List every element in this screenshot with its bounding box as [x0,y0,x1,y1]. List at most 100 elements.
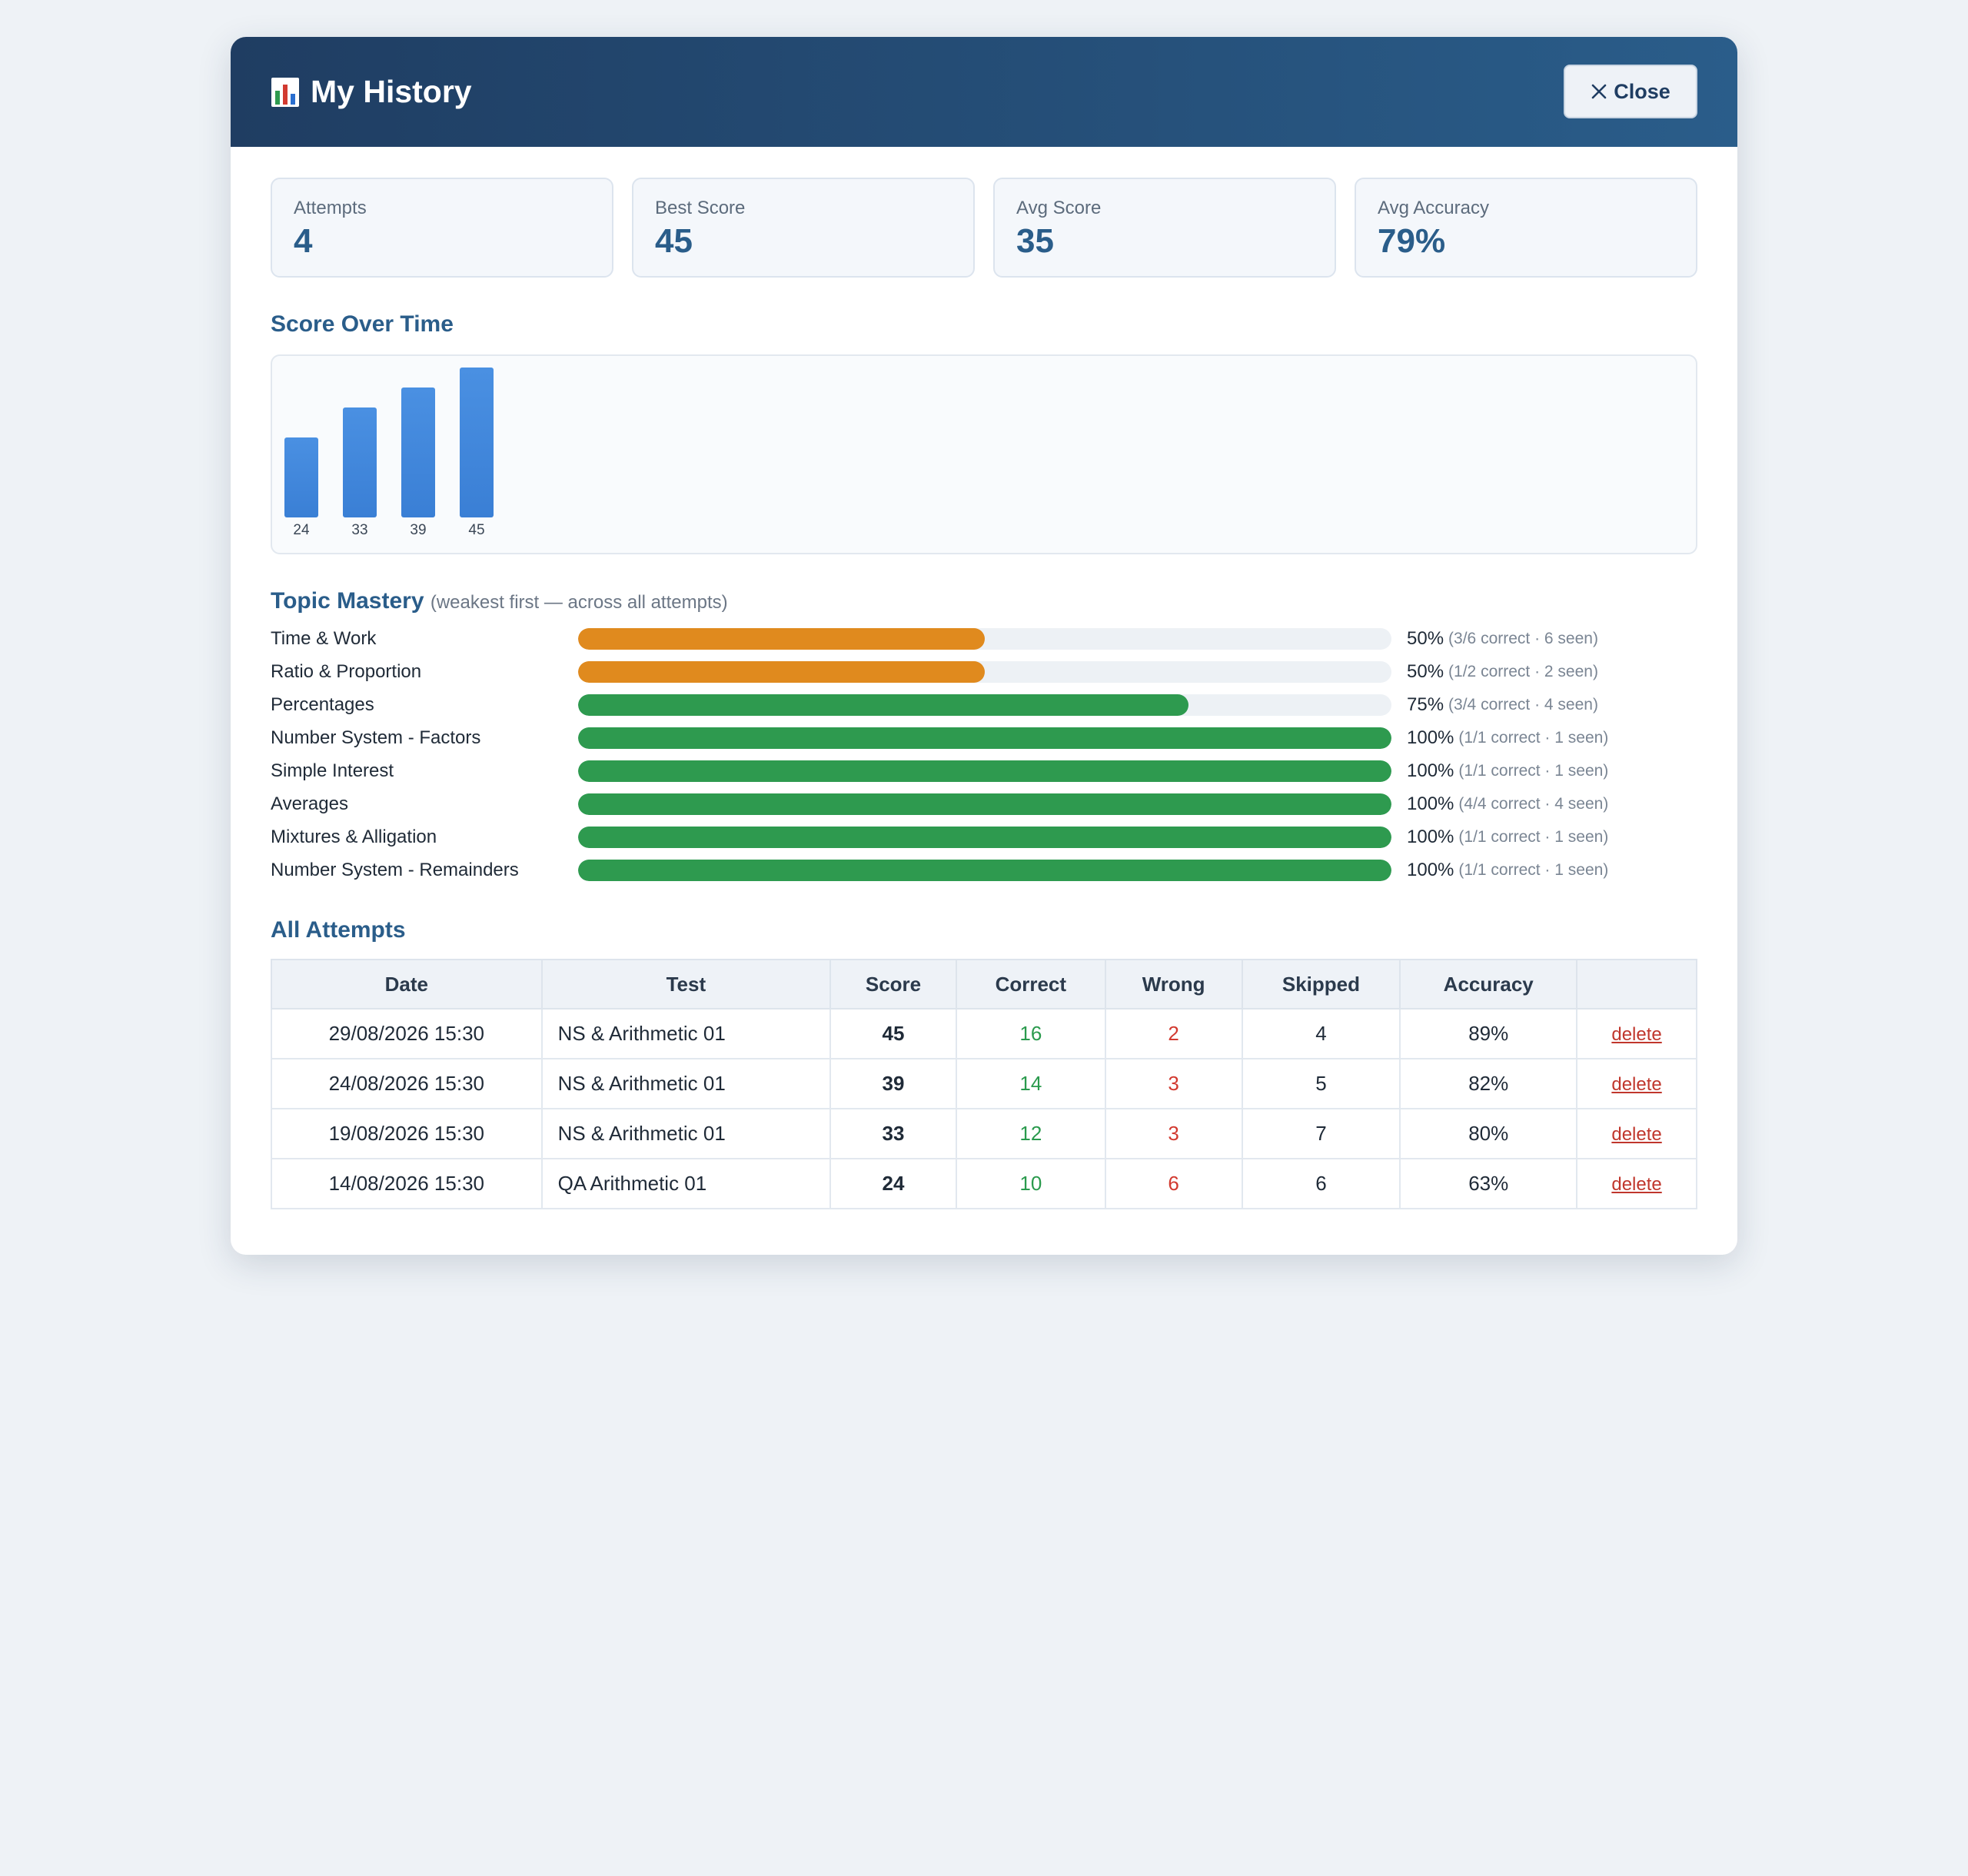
topic-name: Number System - Factors [271,727,481,748]
topic-percent: 100% [1407,859,1454,880]
cell-test: NS & Arithmetic 01 [540,1058,832,1109]
cell-actions: delete [1576,1108,1697,1159]
topic-progress-track [578,627,1391,650]
column-header-correct: Correct [955,959,1106,1010]
column-header-wrong: Wrong [1104,959,1243,1010]
stat-label: Best Score [655,198,746,218]
all-attempts-heading: All Attempts [271,917,406,943]
cell-skipped: 7 [1241,1108,1401,1159]
cell-score: 39 [829,1058,957,1109]
topic-detail: (1/1 correct · 1 seen) [1458,860,1609,879]
score-bar-label: 45 [468,522,484,538]
cell-wrong: 6 [1104,1158,1243,1209]
delete-link[interactable]: delete [1611,1124,1662,1145]
topic-percent: 50% [1407,627,1444,649]
topic-progress-fill [578,660,985,683]
cell-date: 24/08/2026 15:30 [271,1058,543,1109]
topic-detail: (1/1 correct · 1 seen) [1458,728,1609,747]
stat-value: 79% [1378,222,1446,260]
topic-row: Simple Interest 100% (1/1 correct · 1 seen… [271,754,1697,787]
cell-accuracy: 82% [1399,1058,1578,1109]
topic-name: Averages [271,793,348,814]
topic-detail: (1/2 correct · 2 seen) [1448,662,1598,680]
table-row: 24/08/2026 15:30 NS & Arithmetic 01 39 14 3 5… [271,1058,1697,1109]
topic-row: Number System - Factors 100% (1/1 correct … [271,721,1697,754]
cell-actions: delete [1576,1008,1697,1059]
topic-name: Time & Work [271,627,377,649]
cell-actions: delete [1576,1058,1697,1109]
close-button[interactable]: Close [1564,65,1697,118]
stat-value: 45 [655,222,693,260]
cell-actions: delete [1576,1158,1697,1209]
cell-test: NS & Arithmetic 01 [540,1108,832,1159]
topic-progress-fill [578,826,1391,848]
delete-link[interactable]: delete [1611,1074,1662,1095]
topic-progress-track [578,826,1391,848]
topic-progress-fill [578,859,1391,881]
delete-link[interactable]: delete [1611,1174,1662,1195]
cell-correct: 16 [955,1008,1106,1059]
topic-progress-track [578,793,1391,815]
page-title: My History [271,37,472,147]
modal-header: My History Close [231,37,1737,147]
modal-title: My History [311,74,472,109]
history-modal: My History Close Attempts 4 Best Score 4… [231,37,1737,1255]
cell-accuracy: 89% [1399,1008,1578,1059]
topic-progress-track [578,727,1391,749]
topic-row: Ratio & Proportion 50% (1/2 correct · 2 se… [271,655,1697,688]
stat-card-avg-accuracy: Avg Accuracy 79% [1355,178,1697,278]
cell-skipped: 6 [1241,1158,1401,1209]
topic-progress-track [578,859,1391,881]
topic-progress-fill [578,694,1188,716]
stats-row: Attempts 4 Best Score 45 Avg Score 35 Av… [271,178,1697,278]
score-bar-label: 33 [351,522,367,538]
topic-name: Percentages [271,694,374,715]
table-row: 29/08/2026 15:30 NS & Arithmetic 01 45 16 2 4… [271,1008,1697,1059]
topic-row: Number System - Remainders 100% (1/1 corre… [271,853,1697,886]
column-header-date: Date [271,959,543,1010]
cell-score: 24 [829,1158,957,1209]
delete-link[interactable]: delete [1611,1024,1662,1045]
cell-date: 29/08/2026 15:30 [271,1008,543,1059]
stat-card-avg-score: Avg Score 35 [993,178,1336,278]
column-header-test: Test [540,959,832,1010]
bar-chart-icon [271,77,299,107]
topic-list: Time & Work 50% (3/6 correct · 6 seen) Rati… [271,622,1697,886]
cell-date: 19/08/2026 15:30 [271,1108,543,1159]
topic-mastery-heading: Topic Mastery (weakest first — across al… [271,588,1697,614]
stat-card-best-score: Best Score 45 [632,178,975,278]
topic-name: Simple Interest [271,760,394,781]
modal-body: Attempts 4 Best Score 45 Avg Score 35 Av… [231,178,1737,1209]
column-header-accuracy: Accuracy [1399,959,1578,1010]
score-bar [460,368,494,517]
topic-mastery-title: Topic Mastery [271,588,424,614]
cell-correct: 12 [955,1108,1106,1159]
score-bar [401,388,435,517]
attempts-table: Date Test Score Correct Wrong Skipped Ac… [271,959,1697,1209]
topic-progress-fill [578,727,1391,749]
topic-mastery-note: (weakest first — across all attempts) [430,592,728,613]
cell-score: 33 [829,1108,957,1159]
attempts-table-body: 29/08/2026 15:30 NS & Arithmetic 01 45 16 2 4… [271,1008,1697,1209]
topic-row: Time & Work 50% (3/6 correct · 6 seen) [271,622,1697,655]
close-icon [1591,84,1607,99]
cell-date: 14/08/2026 15:30 [271,1158,543,1209]
score-over-time-heading: Score Over Time [271,311,454,337]
score-bar [343,407,377,517]
cell-wrong: 2 [1104,1008,1243,1059]
table-row: 19/08/2026 15:30 NS & Arithmetic 01 33 12 3 7… [271,1108,1697,1159]
stat-label: Avg Score [1016,198,1102,218]
topic-progress-fill [578,627,985,650]
topic-percent: 100% [1407,826,1454,847]
stat-value: 4 [294,222,313,260]
topic-row: Averages 100% (4/4 correct · 4 seen) [271,787,1697,820]
cell-accuracy: 63% [1399,1158,1578,1209]
cell-skipped: 5 [1241,1058,1401,1109]
topic-detail: (3/4 correct · 4 seen) [1448,695,1598,713]
topic-name: Number System - Remainders [271,859,519,880]
cell-correct: 10 [955,1158,1106,1209]
cell-skipped: 4 [1241,1008,1401,1059]
topic-progress-track [578,694,1391,716]
topic-percent: 100% [1407,793,1454,814]
score-bar-label: 24 [293,522,310,538]
